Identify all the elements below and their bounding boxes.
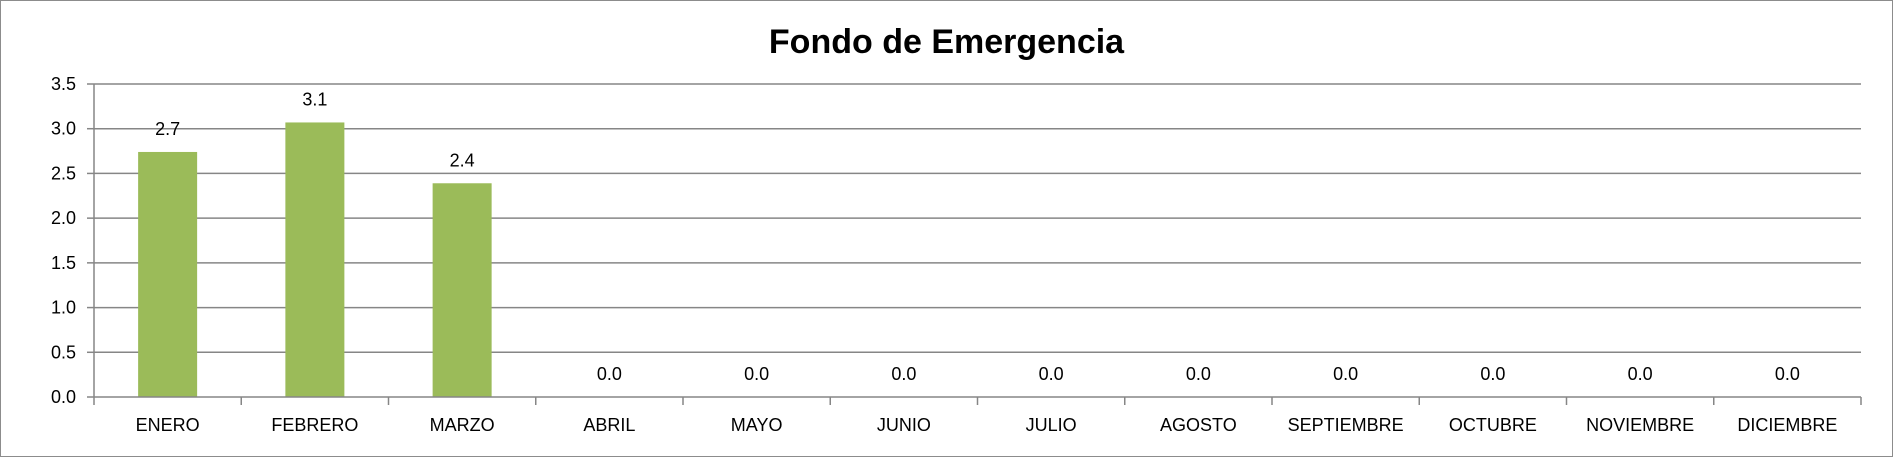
bar-febrero [285, 122, 345, 397]
category-label-diciembre: DICIEMBRE [1737, 415, 1837, 435]
labels: 0.0 0.5 1.0 1.5 2.0 2.5 3.0 3.5 2.7 ENERO 3.1 FEBRE… [51, 74, 1837, 435]
bar-marzo [432, 183, 492, 397]
y-tick-label: 3.5 [51, 74, 76, 94]
data-label-abril: 0.0 [597, 364, 622, 384]
category-label-julio: JULIO [1026, 415, 1077, 435]
data-label-noviembre: 0.0 [1628, 364, 1653, 384]
y-tick-label: 2.0 [51, 208, 76, 228]
data-label-octubre: 0.0 [1480, 364, 1505, 384]
bars [138, 122, 492, 397]
data-label-marzo: 2.4 [450, 150, 475, 170]
data-label-septiembre: 0.0 [1333, 364, 1358, 384]
data-label-julio: 0.0 [1039, 364, 1064, 384]
y-tick-label: 1.0 [51, 298, 76, 318]
data-label-diciembre: 0.0 [1775, 364, 1800, 384]
category-label-agosto: AGOSTO [1160, 415, 1237, 435]
category-label-enero: ENERO [136, 415, 200, 435]
data-label-enero: 2.7 [155, 119, 180, 139]
y-tick-label: 1.5 [51, 253, 76, 273]
category-label-febrero: FEBRERO [271, 415, 358, 435]
gridlines [94, 83, 1861, 354]
category-label-junio: JUNIO [877, 415, 931, 435]
category-label-abril: ABRIL [583, 415, 635, 435]
axes [87, 83, 1862, 405]
data-label-agosto: 0.0 [1186, 364, 1211, 384]
y-tick-label: 0.5 [51, 342, 76, 362]
data-label-junio: 0.0 [891, 364, 916, 384]
category-label-noviembre: NOVIEMBRE [1586, 415, 1694, 435]
bar-enero [138, 151, 198, 397]
data-label-mayo: 0.0 [744, 364, 769, 384]
y-tick-label: 3.0 [51, 119, 76, 139]
y-tick-label: 2.5 [51, 163, 76, 183]
category-label-mayo: MAYO [731, 415, 783, 435]
data-label-febrero: 3.1 [302, 89, 327, 109]
chart-title: Fondo de Emergencia [768, 23, 1125, 61]
category-label-marzo: MARZO [430, 415, 495, 435]
category-label-septiembre: SEPTIEMBRE [1288, 415, 1404, 435]
category-label-octubre: OCTUBRE [1449, 415, 1537, 435]
y-tick-label: 0.0 [51, 387, 76, 407]
